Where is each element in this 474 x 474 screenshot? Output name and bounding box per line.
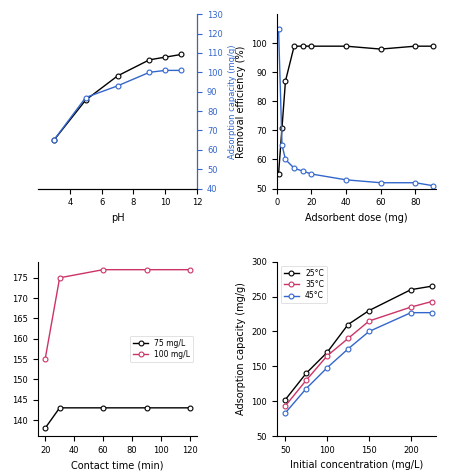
Y-axis label: Adsorption capacity (mg/g): Adsorption capacity (mg/g) [236, 283, 246, 415]
45°C [408, 310, 414, 316]
25°C [408, 287, 414, 292]
25°C [366, 308, 372, 313]
Line: 75 mg/L: 75 mg/L [43, 405, 192, 430]
25°C [324, 349, 330, 355]
X-axis label: pH: pH [111, 213, 124, 223]
75 mg/L [42, 425, 48, 431]
X-axis label: Adsorbent dose (mg): Adsorbent dose (mg) [305, 213, 408, 223]
75 mg/L [100, 405, 106, 410]
45°C [303, 386, 309, 392]
X-axis label: Contact time (min): Contact time (min) [71, 460, 164, 470]
Legend: 75 mg/L, 100 mg/L: 75 mg/L, 100 mg/L [130, 336, 193, 362]
Line: 25°C: 25°C [283, 284, 434, 402]
25°C [345, 322, 351, 328]
35°C [345, 336, 351, 341]
75 mg/L [57, 405, 63, 410]
100 mg/L [187, 267, 193, 273]
100 mg/L [144, 267, 149, 273]
75 mg/L [187, 405, 193, 410]
Y-axis label: Adsorption capacity (mg/g): Adsorption capacity (mg/g) [228, 44, 237, 159]
100 mg/L [100, 267, 106, 273]
35°C [324, 353, 330, 359]
35°C [303, 377, 309, 383]
100 mg/L [42, 356, 48, 362]
35°C [366, 318, 372, 324]
35°C [408, 304, 414, 310]
45°C [283, 410, 288, 416]
45°C [345, 346, 351, 352]
Legend: 25°C, 35°C, 45°C: 25°C, 35°C, 45°C [281, 265, 327, 303]
25°C [429, 283, 435, 289]
25°C [283, 397, 288, 403]
25°C [303, 371, 309, 376]
Y-axis label: Removal efficiency (%): Removal efficiency (%) [236, 45, 246, 157]
45°C [429, 310, 435, 316]
75 mg/L [144, 405, 149, 410]
100 mg/L [57, 275, 63, 281]
45°C [366, 328, 372, 334]
45°C [324, 365, 330, 371]
Line: 35°C: 35°C [283, 299, 434, 409]
Line: 100 mg/L: 100 mg/L [43, 267, 192, 362]
Line: 45°C: 45°C [283, 310, 434, 416]
X-axis label: Initial concentration (mg/L): Initial concentration (mg/L) [290, 460, 423, 470]
35°C [283, 403, 288, 409]
35°C [429, 299, 435, 304]
